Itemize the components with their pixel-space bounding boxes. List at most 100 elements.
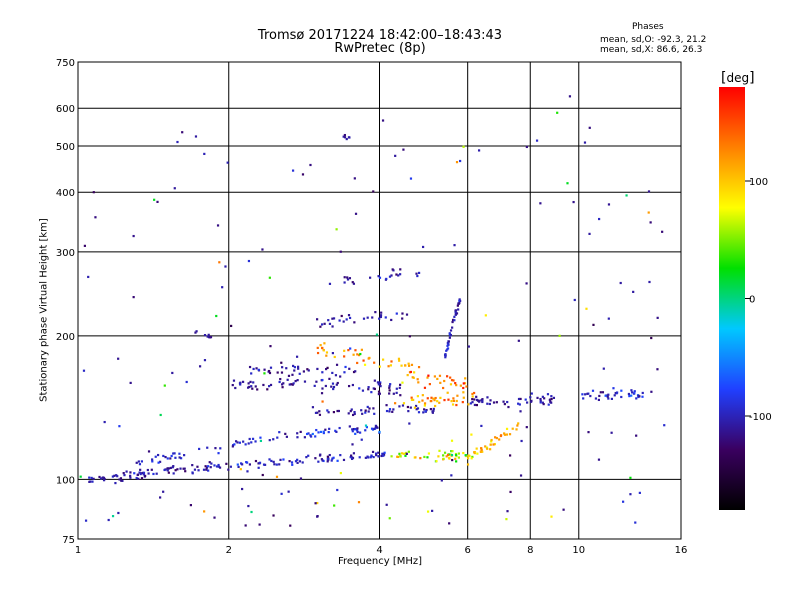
echo-point xyxy=(91,480,94,483)
echo-point xyxy=(302,370,305,373)
echo-point xyxy=(352,282,356,285)
echo-point xyxy=(518,403,521,406)
echo-point xyxy=(331,382,335,385)
echo-point xyxy=(291,383,294,386)
echo-point xyxy=(342,135,345,138)
echo-point xyxy=(454,310,457,314)
echo-point xyxy=(416,274,419,278)
echo-point xyxy=(314,502,317,505)
echo-point xyxy=(358,387,361,390)
echo-point xyxy=(480,424,483,428)
echo-point xyxy=(389,364,393,367)
echo-point xyxy=(447,342,450,345)
echo-point xyxy=(286,378,289,381)
echo-point xyxy=(398,359,401,362)
echo-point xyxy=(350,456,353,459)
echo-point xyxy=(115,474,118,477)
echo-point xyxy=(485,446,488,449)
echo-point xyxy=(448,457,451,460)
echo-point xyxy=(347,314,351,317)
echo-point xyxy=(227,468,230,471)
echo-point xyxy=(539,401,542,404)
echo-point xyxy=(447,340,450,343)
echo-point xyxy=(335,228,338,231)
echo-point xyxy=(450,474,453,477)
echo-point xyxy=(377,390,381,393)
echo-point xyxy=(543,397,546,400)
echo-point xyxy=(433,375,436,378)
echo-point xyxy=(519,474,523,477)
echo-point xyxy=(139,468,142,471)
echo-point xyxy=(244,524,247,527)
echo-point xyxy=(541,401,544,404)
echo-point xyxy=(409,370,413,374)
echo-point xyxy=(254,440,257,443)
echo-point xyxy=(118,425,121,428)
echo-point xyxy=(462,391,465,394)
echo-point xyxy=(515,428,518,431)
echo-point xyxy=(232,379,236,382)
echo-point xyxy=(443,451,447,454)
echo-point xyxy=(401,312,404,315)
echo-point xyxy=(610,431,613,434)
echo-point xyxy=(280,361,283,364)
echo-point xyxy=(320,458,324,461)
echo-point xyxy=(373,361,376,364)
echo-point xyxy=(353,410,356,414)
echo-point xyxy=(409,406,412,409)
echo-point xyxy=(416,395,419,398)
echo-point xyxy=(135,476,138,480)
echo-point xyxy=(503,402,506,406)
echo-point xyxy=(362,317,366,320)
echo-point xyxy=(484,314,487,317)
echo-point xyxy=(352,452,356,455)
echo-point xyxy=(133,472,136,475)
echo-point xyxy=(448,333,451,336)
echo-point xyxy=(378,276,382,279)
echo-point xyxy=(102,476,105,479)
echo-point xyxy=(388,408,392,411)
echo-point xyxy=(290,461,294,464)
echo-point xyxy=(285,367,288,370)
echo-point xyxy=(296,461,299,464)
echo-point xyxy=(473,403,477,407)
echo-point xyxy=(425,408,428,412)
x-tick-label: 10 xyxy=(572,545,585,556)
echo-point xyxy=(630,394,633,397)
echo-point xyxy=(263,372,266,375)
echo-point xyxy=(326,409,329,412)
echo-point xyxy=(451,450,454,453)
echo-point xyxy=(129,381,132,385)
echo-point xyxy=(597,398,600,402)
echo-point xyxy=(178,456,181,459)
echo-point xyxy=(509,490,512,494)
echo-point xyxy=(121,479,124,482)
echo-point xyxy=(159,460,162,463)
echo-point xyxy=(348,425,351,428)
echo-point xyxy=(305,432,309,436)
echo-point xyxy=(455,312,459,315)
echo-point xyxy=(345,318,348,321)
echo-point xyxy=(262,463,266,466)
echo-point xyxy=(507,405,510,409)
echo-point xyxy=(422,411,425,414)
echo-point xyxy=(423,408,426,411)
echo-point xyxy=(449,329,453,332)
echo-point xyxy=(457,456,460,459)
echo-point xyxy=(152,472,155,476)
echo-point xyxy=(333,355,336,359)
echo-point xyxy=(470,457,473,460)
echo-point xyxy=(634,521,637,524)
y-tick-label: 100 xyxy=(56,475,75,486)
echo-point xyxy=(405,452,408,455)
echo-point xyxy=(257,466,260,469)
echo-point xyxy=(250,385,253,388)
echo-point xyxy=(348,316,352,320)
echo-point xyxy=(296,436,299,439)
echo-point xyxy=(322,349,325,352)
echo-point xyxy=(248,365,252,369)
echo-point xyxy=(202,468,206,471)
echo-point xyxy=(370,391,373,394)
stats-x-mode: mean, sd,X: 86.6, 26.3 xyxy=(600,45,703,55)
echo-point xyxy=(107,518,110,522)
